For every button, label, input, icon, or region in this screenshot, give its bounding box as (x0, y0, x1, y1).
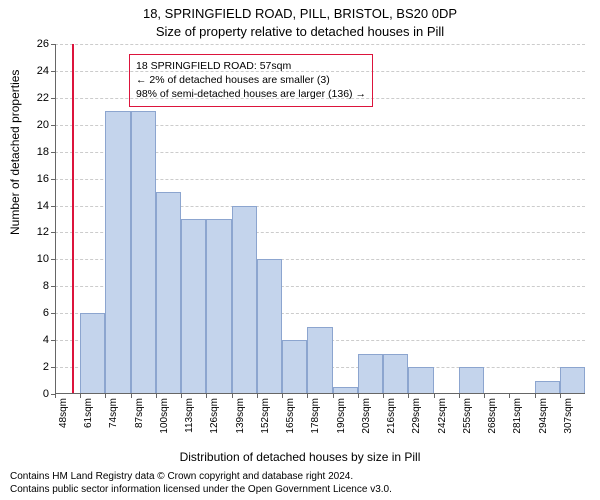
y-tick-label: 18 (37, 146, 49, 158)
x-tick-label: 152sqm (260, 398, 271, 434)
bar (80, 313, 105, 394)
x-tick-mark (383, 394, 384, 398)
y-tick-label: 2 (43, 361, 49, 373)
x-tick-mark (131, 394, 132, 398)
x-tick-label: 87sqm (134, 398, 145, 428)
x-tick-label: 242sqm (437, 398, 448, 434)
x-tick-label: 178sqm (310, 398, 321, 434)
bar (282, 340, 307, 394)
attribution: Contains HM Land Registry data © Crown c… (10, 471, 392, 496)
y-tick-label: 20 (37, 119, 49, 131)
y-tick-label: 16 (37, 173, 49, 185)
x-tick-mark (509, 394, 510, 398)
x-tick-label: 139sqm (235, 398, 246, 434)
x-tick-mark (408, 394, 409, 398)
x-tick-mark (232, 394, 233, 398)
bar (181, 219, 206, 394)
annotation-line: 18 SPRINGFIELD ROAD: 57sqm (136, 59, 366, 73)
bar (459, 367, 484, 394)
bar (257, 259, 282, 394)
x-tick-label: 268sqm (487, 398, 498, 434)
plot-area: 0246810121416182022242648sqm61sqm74sqm87… (55, 44, 585, 394)
bar (535, 381, 560, 394)
x-tick-label: 61sqm (83, 398, 94, 428)
x-tick-label: 126sqm (209, 398, 220, 434)
bar (560, 367, 585, 394)
bar (206, 219, 231, 394)
x-axis-line (55, 393, 585, 394)
y-tick-label: 24 (37, 65, 49, 77)
x-tick-mark (459, 394, 460, 398)
y-tick-label: 8 (43, 280, 49, 292)
y-axis-line (55, 44, 56, 394)
y-tick-label: 10 (37, 253, 49, 265)
bar (105, 111, 130, 394)
y-tick-label: 12 (37, 226, 49, 238)
x-tick-label: 229sqm (411, 398, 422, 434)
x-tick-label: 203sqm (361, 398, 372, 434)
x-tick-label: 74sqm (108, 398, 119, 428)
reference-line (72, 44, 74, 394)
x-tick-mark (333, 394, 334, 398)
x-tick-label: 165sqm (285, 398, 296, 434)
y-tick-label: 22 (37, 92, 49, 104)
attribution-line1: Contains HM Land Registry data © Crown c… (10, 471, 392, 484)
x-tick-label: 190sqm (336, 398, 347, 434)
y-tick-label: 4 (43, 334, 49, 346)
x-tick-mark (80, 394, 81, 398)
x-tick-mark (434, 394, 435, 398)
annotation-line: ← 2% of detached houses are smaller (3) (136, 73, 366, 87)
x-axis-label: Distribution of detached houses by size … (0, 450, 600, 464)
x-tick-mark (206, 394, 207, 398)
annotation-box: 18 SPRINGFIELD ROAD: 57sqm← 2% of detach… (129, 54, 373, 107)
x-tick-mark (535, 394, 536, 398)
chart-container: 18, SPRINGFIELD ROAD, PILL, BRISTOL, BS2… (0, 0, 600, 500)
chart-title-line2: Size of property relative to detached ho… (0, 24, 600, 39)
x-tick-mark (257, 394, 258, 398)
x-tick-mark (484, 394, 485, 398)
bar (383, 354, 408, 394)
annotation-line: 98% of semi-detached houses are larger (… (136, 87, 366, 101)
x-tick-mark (282, 394, 283, 398)
x-tick-label: 281sqm (512, 398, 523, 434)
x-tick-mark (560, 394, 561, 398)
bar (307, 327, 332, 394)
bar (156, 192, 181, 394)
bar (358, 354, 383, 394)
x-tick-label: 113sqm (184, 398, 195, 433)
x-tick-label: 255sqm (462, 398, 473, 434)
bar (408, 367, 433, 394)
x-tick-mark (358, 394, 359, 398)
x-tick-mark (55, 394, 56, 398)
bar (131, 111, 156, 394)
y-tick-label: 14 (37, 200, 49, 212)
x-tick-label: 48sqm (58, 398, 69, 428)
attribution-line2: Contains public sector information licen… (10, 484, 392, 497)
x-tick-mark (156, 394, 157, 398)
x-tick-mark (181, 394, 182, 398)
x-tick-label: 307sqm (563, 398, 574, 434)
y-tick-label: 26 (37, 38, 49, 50)
bar (232, 206, 257, 394)
x-tick-label: 216sqm (386, 398, 397, 434)
y-tick-label: 0 (43, 388, 49, 400)
x-tick-label: 294sqm (538, 398, 549, 434)
chart-title-line1: 18, SPRINGFIELD ROAD, PILL, BRISTOL, BS2… (0, 6, 600, 21)
y-tick-label: 6 (43, 307, 49, 319)
x-tick-mark (105, 394, 106, 398)
x-tick-mark (307, 394, 308, 398)
x-tick-label: 100sqm (159, 398, 170, 434)
y-axis-label: Number of detached properties (8, 70, 22, 235)
